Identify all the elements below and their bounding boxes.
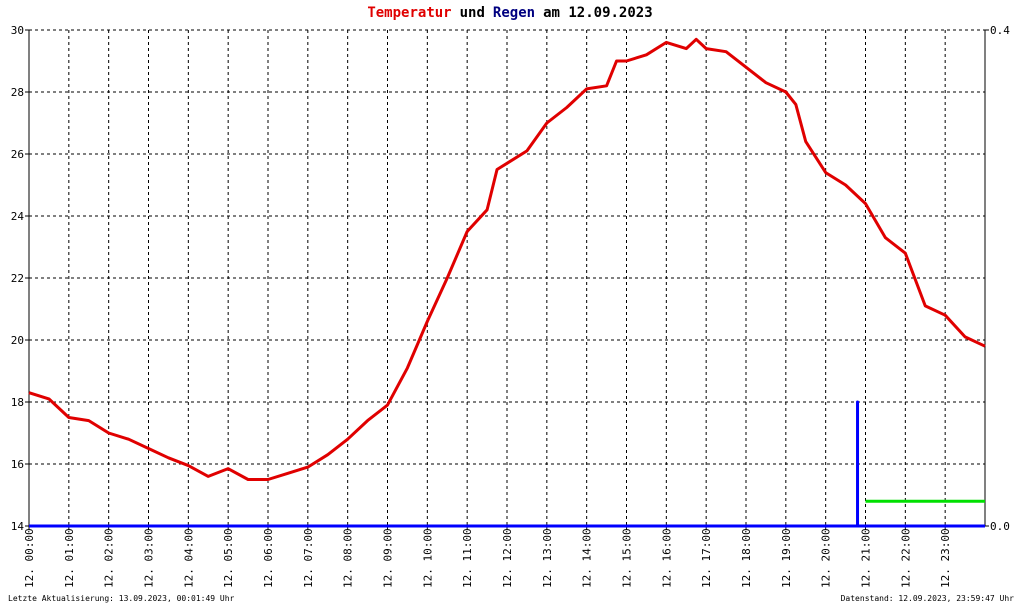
- x-tick-label: 12. 03:00: [143, 528, 156, 588]
- x-tick-label: 12. 07:00: [302, 528, 315, 588]
- x-tick-label: 12. 23:00: [939, 528, 952, 588]
- title-part: Temperatur: [367, 5, 451, 21]
- x-tick-label: 12. 19:00: [780, 528, 793, 588]
- x-tick-label: 12. 14:00: [581, 528, 594, 588]
- x-tick-label: 12. 22:00: [899, 528, 912, 588]
- x-tick-label: 12. 21:00: [860, 528, 873, 588]
- x-tick-label: 12. 18:00: [740, 528, 753, 588]
- x-tick-label: 12. 00:00: [23, 528, 36, 588]
- x-tick-label: 12. 16:00: [660, 528, 673, 588]
- x-tick-label: 12. 05:00: [222, 528, 235, 588]
- y-tick-label: 24: [11, 210, 25, 223]
- x-tick-label: 12. 12:00: [501, 528, 514, 588]
- x-tick-label: 12. 15:00: [621, 528, 634, 588]
- y-tick-label: 18: [11, 396, 24, 409]
- title-part: Regen: [493, 5, 535, 21]
- x-tick-label: 12. 02:00: [103, 528, 116, 588]
- y-tick-label: 20: [11, 334, 24, 347]
- x-tick-label: 12. 09:00: [382, 528, 395, 588]
- y2-tick-label: 0.0: [990, 520, 1010, 533]
- y-tick-label: 14: [11, 520, 25, 533]
- y-tick-label: 26: [11, 148, 24, 161]
- chart-title: Temperatur und Regen am 12.09.2023: [367, 5, 652, 21]
- footer-left: Letzte Aktualisierung: 13.09.2023, 00:01…: [8, 594, 235, 603]
- x-tick-label: 12. 01:00: [63, 528, 76, 588]
- x-tick-label: 12. 11:00: [461, 528, 474, 588]
- y-tick-label: 30: [11, 24, 24, 37]
- title-part: am 12.09.2023: [543, 5, 653, 21]
- y2-tick-label: 0.4: [990, 24, 1010, 37]
- x-tick-label: 12. 17:00: [700, 528, 713, 588]
- x-tick-label: 12. 04:00: [182, 528, 195, 588]
- series-line: [28, 37, 986, 481]
- x-tick-label: 12. 08:00: [342, 528, 355, 588]
- y-tick-label: 28: [11, 86, 24, 99]
- x-tick-label: 12. 06:00: [262, 528, 275, 588]
- y-tick-label: 22: [11, 272, 24, 285]
- footer-right: Datenstand: 12.09.2023, 23:59:47 Uhr: [841, 594, 1015, 603]
- title-part: und: [460, 5, 485, 21]
- series-line: [29, 400, 985, 528]
- x-tick-label: 12. 13:00: [541, 528, 554, 588]
- y-tick-label: 16: [11, 458, 24, 471]
- x-tick-label: 12. 20:00: [820, 528, 833, 588]
- x-tick-label: 12. 10:00: [421, 528, 434, 588]
